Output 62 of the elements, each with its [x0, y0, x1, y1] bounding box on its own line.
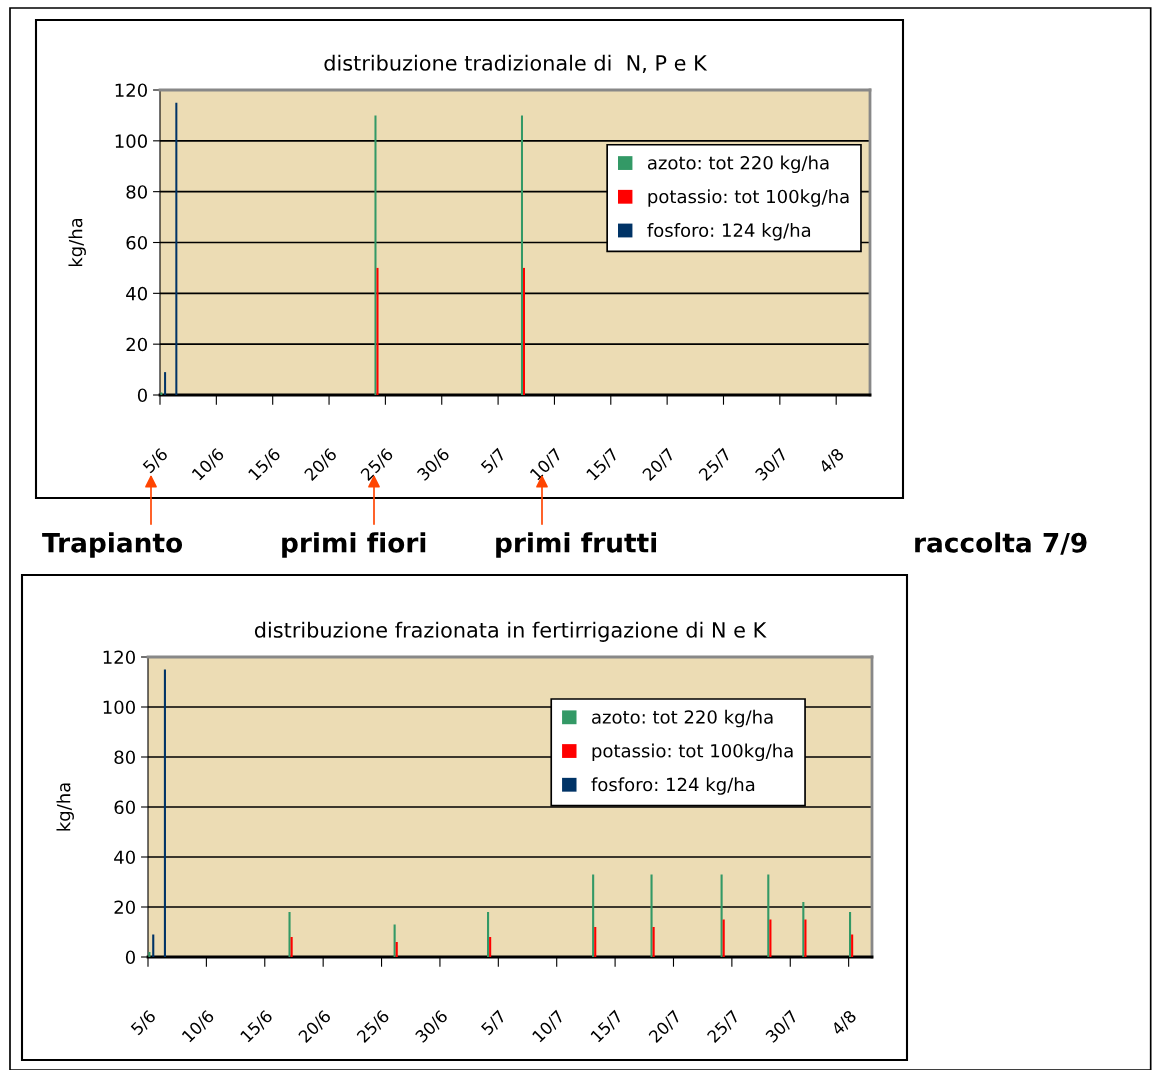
bar: [164, 372, 167, 395]
x-tick-label: 4/8: [830, 1009, 858, 1037]
bar: [288, 912, 291, 957]
bar: [650, 874, 653, 957]
x-tick-label: 5/7: [480, 447, 508, 475]
bar: [851, 934, 854, 957]
y-tick-label: 80: [114, 750, 135, 765]
x-tick-label: 5/6: [142, 447, 170, 475]
bar: [290, 937, 293, 957]
y-axis-title: kg/ha: [68, 218, 86, 267]
bar: [802, 902, 805, 957]
x-tick-label: 5/7: [480, 1009, 508, 1037]
bar: [376, 267, 379, 395]
legend-label: potassio: tot 100kg/ha: [592, 743, 793, 762]
y-tick-label: 40: [114, 850, 135, 865]
y-tick-label: 0: [137, 388, 147, 403]
bar: [767, 874, 770, 957]
bar: [374, 115, 377, 395]
chart-title: distribuzione tradizionale di N, P e K: [324, 54, 708, 73]
bar: [175, 102, 178, 395]
bar: [160, 392, 163, 395]
bar: [148, 952, 151, 957]
chart-title: distribuzione frazionata in fertirrigazione di N e K: [254, 621, 767, 642]
legend-label: azoto: tot 220 kg/ha: [647, 155, 829, 174]
bar: [594, 927, 597, 957]
bar: [720, 874, 723, 957]
y-tick-label: 0: [125, 950, 135, 965]
y-tick-label: 120: [115, 83, 147, 98]
y-tick-label: 100: [115, 134, 147, 148]
bar: [163, 669, 166, 957]
text: Trapianto: [42, 532, 183, 558]
bar: [804, 919, 807, 957]
x-tick-label: 4/8: [818, 447, 846, 475]
bar: [769, 919, 772, 957]
y-axis-title: kg/ha: [56, 783, 74, 831]
bar: [722, 919, 725, 957]
y-tick-label: 20: [126, 337, 147, 352]
y-tick-label: 20: [114, 900, 135, 915]
legend-label: azoto: tot 220 kg/ha: [592, 709, 773, 728]
text: primi fiori: [282, 532, 426, 558]
bar: [849, 912, 852, 957]
bar: [489, 937, 492, 957]
bar: [395, 942, 398, 957]
bar: [520, 115, 523, 395]
y-tick-label: 120: [103, 650, 135, 665]
text: primi frutti: [496, 532, 657, 558]
y-tick-label: 60: [114, 800, 135, 815]
legend-label: fosforo: 124 kg/ha: [591, 777, 755, 795]
bar: [487, 912, 490, 957]
bar: [152, 934, 155, 957]
bar: [393, 924, 396, 957]
y-tick-label: 60: [126, 235, 147, 250]
y-tick-label: 100: [103, 700, 135, 715]
text: raccolta 7/9: [915, 532, 1087, 555]
bar: [523, 267, 526, 395]
bar: [592, 874, 595, 957]
x-tick-label: 5/6: [130, 1009, 158, 1037]
y-tick-label: 40: [126, 286, 147, 301]
y-tick-label: 80: [126, 185, 147, 199]
legend-label: potassio: tot 100kg/ha: [648, 189, 849, 207]
legend-label: fosforo: 124 kg/ha: [647, 223, 811, 241]
bar: [652, 927, 655, 957]
